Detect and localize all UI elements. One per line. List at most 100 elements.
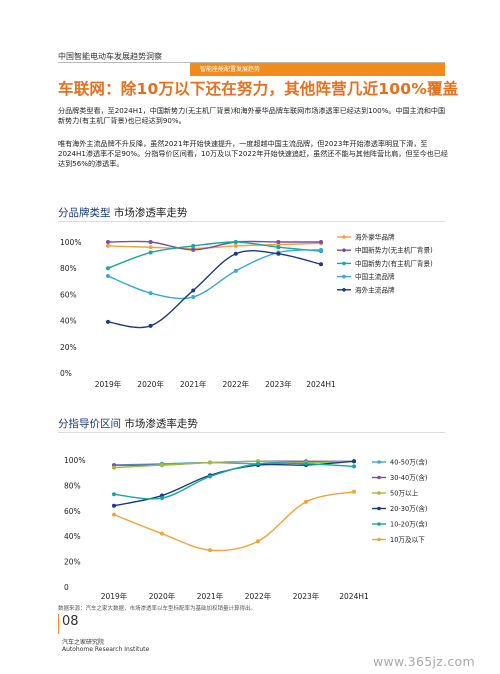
data-point [160, 531, 164, 536]
data-point [304, 499, 308, 504]
x-tick-label: 2020年 [137, 379, 164, 389]
x-tick-label: 2024H1 [306, 380, 336, 389]
data-point [106, 240, 110, 244]
series-line [107, 240, 321, 251]
data-point [106, 243, 110, 248]
org-name-en: Autohome Research Institute [62, 646, 150, 653]
data-point [208, 460, 212, 465]
chart1-heading-divider [58, 221, 445, 222]
legend-label: 中国主流品牌 [355, 272, 395, 281]
data-point [352, 459, 356, 464]
legend-marker [377, 522, 381, 526]
y-tick-label: 80% [64, 481, 81, 490]
page-number: 08 [62, 614, 79, 629]
x-tick-label: 2019年 [95, 379, 122, 389]
y-tick-label: 60% [60, 290, 77, 299]
data-point [148, 291, 153, 296]
data-point [106, 274, 110, 279]
data-point [160, 463, 164, 468]
data-point [319, 262, 323, 267]
chart2-heading-title: 市场渗透率走势 [124, 418, 198, 430]
x-tick-label: 2019年 [101, 591, 128, 601]
legend-marker [377, 537, 381, 542]
data-point [256, 461, 260, 466]
legend-label: 30-40万(含) [390, 473, 428, 482]
data-point [112, 512, 116, 517]
series-line [113, 491, 355, 552]
data-point [148, 323, 153, 328]
data-point [191, 295, 196, 300]
legend-label: 海外豪华品牌 [355, 233, 395, 242]
data-point [233, 243, 238, 248]
data-point [304, 461, 308, 466]
x-tick-label: 2020年 [149, 591, 176, 601]
data-point [233, 251, 238, 256]
data-source-note: 数据来源：汽车之家大数据，市场渗透率以车型标配率为基础加权销量计算得出。 [58, 606, 257, 612]
price-range-penetration-chart: 0 20% 40% 60% 80% 100% 2019年 2020年 2021年 2022年 202… [64, 456, 428, 601]
page-number-accent [58, 614, 59, 634]
data-point [208, 474, 212, 479]
data-point [319, 247, 323, 252]
y-tick-label: 80% [60, 264, 77, 273]
data-point [191, 243, 196, 248]
legend-label: 海外主流品牌 [355, 285, 395, 294]
legend-label: 50万以上 [390, 489, 419, 498]
data-point [148, 245, 153, 250]
x-tick-label: 2023年 [265, 379, 292, 389]
data-point [112, 503, 116, 508]
chart1-heading: 分品牌类型 市场渗透率走势 [58, 205, 187, 220]
legend-label: 40-50万(含) [390, 458, 428, 467]
x-tick-label: 2023年 [293, 591, 320, 601]
y-tick-label: 100% [64, 456, 85, 465]
series-line [107, 242, 322, 250]
legend-marker [377, 506, 381, 511]
data-point [352, 489, 356, 494]
watermark: www.365jz.com [373, 654, 475, 669]
chart2-heading: 分指导价区间 市场渗透率走势 [58, 416, 198, 431]
series-line [107, 249, 322, 300]
chart2-heading-divider [58, 432, 445, 433]
header-section-tab: 智能座舱配置发展趋势 [190, 63, 445, 76]
y-tick-label: 100% [60, 238, 81, 247]
x-tick-label: 2021年 [197, 591, 224, 601]
org-name-cn: 汽车之家研究院 [62, 639, 105, 646]
data-point [112, 492, 116, 497]
y-tick-label: 60% [64, 507, 81, 516]
data-point [233, 268, 238, 273]
data-point [233, 240, 238, 244]
y-tick-label: 40% [64, 532, 81, 541]
chart1-heading-title: 市场渗透率走势 [113, 207, 188, 219]
data-point [106, 319, 110, 324]
data-point [352, 464, 356, 469]
data-point [191, 288, 196, 293]
x-tick-label: 2021年 [180, 379, 207, 389]
header-divider [58, 62, 445, 63]
chart2-heading-prefix: 分指导价区间 [58, 418, 121, 430]
legend-label: 10-20万(含) [390, 520, 428, 529]
y-tick-label: 0 [64, 583, 69, 592]
legend-marker [377, 460, 381, 464]
y-tick-label: 20% [64, 558, 81, 567]
data-point [256, 539, 260, 544]
data-point [208, 548, 212, 553]
series-line [107, 241, 322, 269]
x-tick-label: 2022年 [245, 591, 272, 601]
data-point [106, 266, 110, 271]
data-point [276, 240, 281, 244]
x-tick-label: 2022年 [223, 379, 250, 389]
series-line [107, 249, 322, 329]
data-point [160, 496, 164, 501]
data-point [148, 250, 153, 255]
legend-marker [342, 235, 346, 239]
legend-label: 中国新势力(无主机厂背景) [355, 246, 433, 255]
legend-label: 10万及以下 [390, 536, 425, 544]
y-tick-label: 20% [60, 343, 77, 352]
data-point [319, 240, 323, 244]
data-point [112, 465, 116, 470]
legend-label: 20-30万(含) [390, 504, 428, 513]
legend-marker [342, 274, 346, 279]
legend-marker [342, 248, 346, 252]
intro-paragraph-2: 唯有海外主流品牌不升反降，虽然2021年开始快速提升，一度超越中国主流品牌，但2… [58, 139, 448, 168]
legend-marker [377, 475, 381, 480]
data-point [148, 240, 153, 244]
